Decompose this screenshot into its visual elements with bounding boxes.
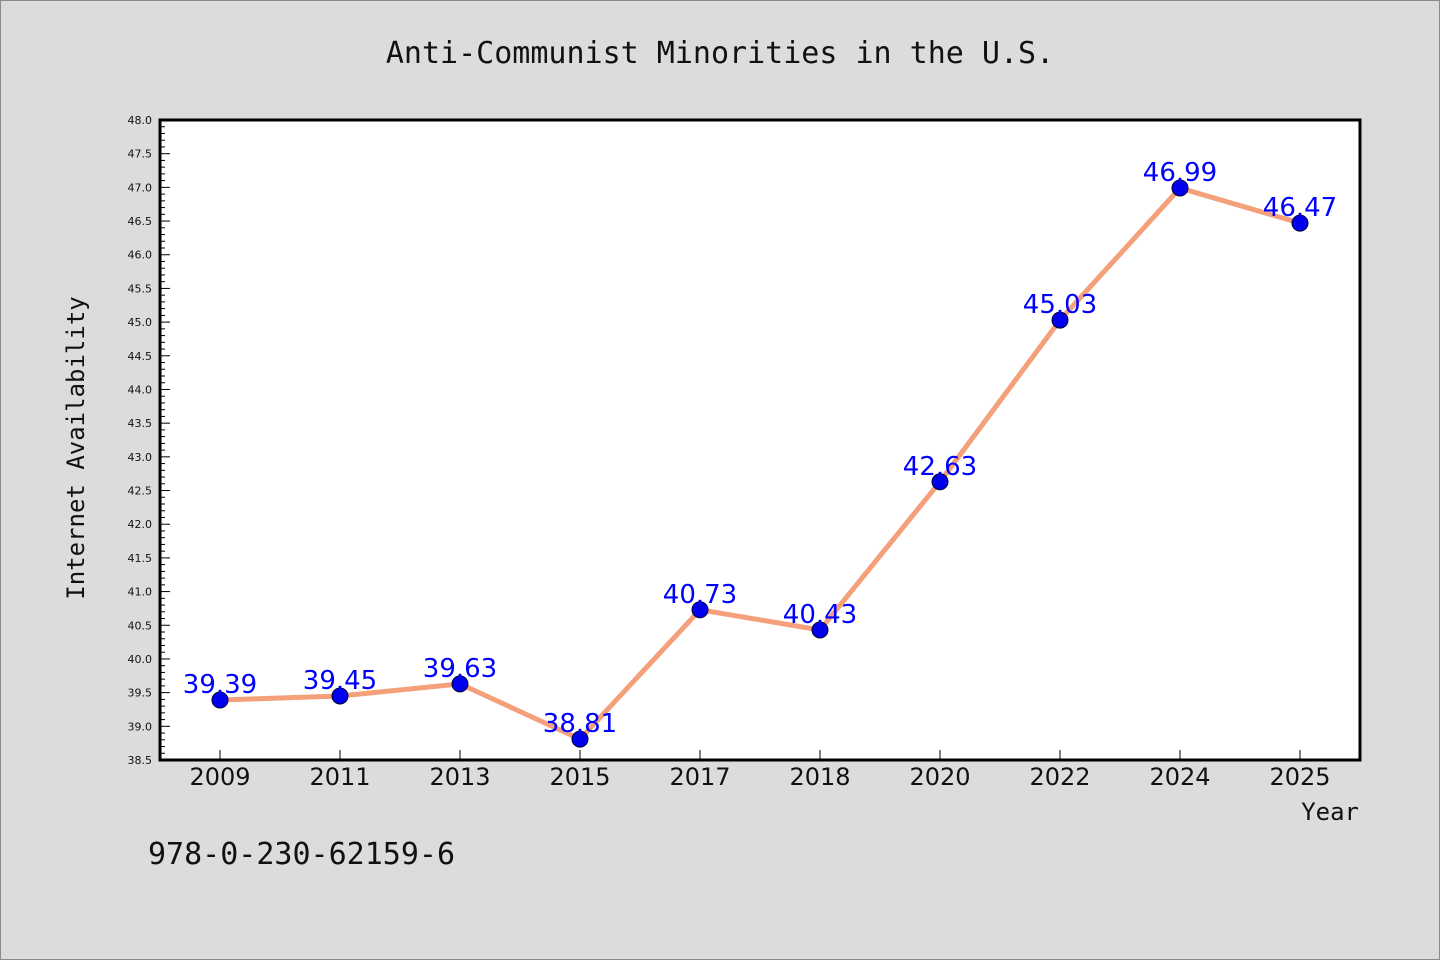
y-tick-label: 39.5 <box>128 687 153 700</box>
data-markers <box>211 179 1309 748</box>
x-axis-ticks <box>219 750 1301 760</box>
data-label: 39.45 <box>303 666 377 696</box>
y-tick-label: 40.5 <box>128 619 153 632</box>
x-tick-label: 2024 <box>1149 763 1210 791</box>
y-tick-label: 43.0 <box>128 451 153 464</box>
data-point <box>1291 214 1309 232</box>
data-point <box>811 621 829 639</box>
x-tick-label: 2015 <box>549 763 610 791</box>
data-label: 46.47 <box>1263 193 1337 223</box>
x-tick-label: 2017 <box>669 763 730 791</box>
y-tick-label: 42.0 <box>128 518 153 531</box>
data-label: 40.43 <box>783 600 857 630</box>
plot-border <box>158 118 1362 762</box>
plot-area <box>160 120 1360 760</box>
data-labels: 39.39 39.45 39.63 38.81 40.73 40.43 42.63 45.03… <box>183 158 1337 739</box>
x-tick-label: 2009 <box>189 763 250 791</box>
x-tick-label: 2020 <box>909 763 970 791</box>
y-tick-label: 45.0 <box>128 316 153 329</box>
y-tick-label: 43.5 <box>128 417 153 430</box>
y-tick-label: 48.0 <box>128 114 153 127</box>
y-tick-label: 41.0 <box>128 586 153 599</box>
data-point <box>931 473 949 491</box>
x-tick-label: 2022 <box>1029 763 1090 791</box>
data-point <box>691 601 709 619</box>
data-point <box>571 730 589 748</box>
y-tick-label: 46.0 <box>128 249 153 262</box>
y-axis-tick-labels: 38.5 39.0 39.5 40.0 40.5 41.0 41.5 42.0 42.5 43.0… <box>128 114 153 767</box>
isbn-footer-text: 978-0-230-62159-6 <box>148 837 455 872</box>
y-tick-label: 47.0 <box>128 181 153 194</box>
x-axis-tick-labels: 2009 2011 2013 2015 2017 2018 2020 2022 2024 2025 <box>189 763 1330 791</box>
series-line <box>219 185 1301 742</box>
data-label: 38.81 <box>543 709 617 739</box>
data-label: 45.03 <box>1023 290 1097 320</box>
data-label: 46.99 <box>1143 158 1217 188</box>
y-tick-label: 38.5 <box>128 754 153 767</box>
y-tick-label: 39.0 <box>128 720 153 733</box>
data-label: 39.39 <box>183 670 257 700</box>
data-point <box>1051 311 1069 329</box>
y-tick-label: 46.5 <box>128 215 153 228</box>
y-tick-label: 45.5 <box>128 282 153 295</box>
data-label: 42.63 <box>903 452 977 482</box>
chart-title: Anti-Communist Minorities in the U.S. <box>386 36 1054 71</box>
x-tick-label: 2013 <box>429 763 490 791</box>
data-label: 40.73 <box>663 580 737 610</box>
data-point <box>451 675 469 693</box>
y-tick-label: 47.5 <box>128 148 153 161</box>
x-tick-label: 2011 <box>309 763 370 791</box>
data-label: 39.63 <box>423 654 497 684</box>
data-point <box>331 687 349 705</box>
x-tick-label: 2018 <box>789 763 850 791</box>
y-tick-label: 41.5 <box>128 552 153 565</box>
y-tick-label: 40.0 <box>128 653 153 666</box>
data-point <box>211 691 229 709</box>
y-tick-label: 42.5 <box>128 485 153 498</box>
data-point <box>1171 179 1189 197</box>
y-axis-label: Internet Availability <box>62 296 90 599</box>
y-tick-label: 44.5 <box>128 350 153 363</box>
x-axis-label: Year <box>1301 798 1359 826</box>
x-tick-label: 2025 <box>1269 763 1330 791</box>
y-tick-label: 44.0 <box>128 383 153 396</box>
